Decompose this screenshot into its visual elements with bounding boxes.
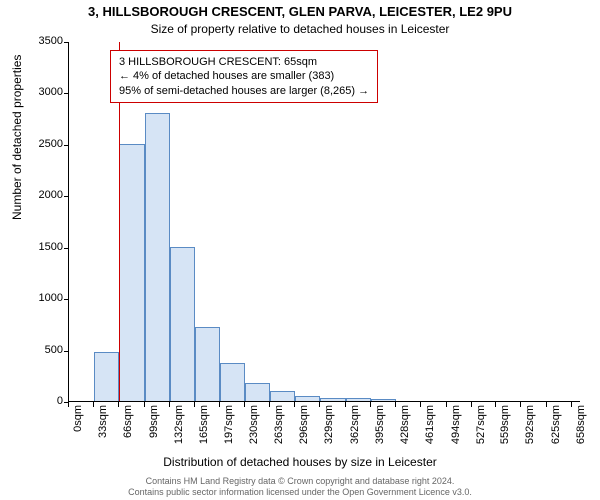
histogram-bar [94,352,119,401]
histogram-bar [195,327,219,401]
x-tick-mark [345,402,346,407]
x-tick-mark [495,402,496,407]
footer-line2: Contains public sector information licen… [0,487,600,498]
footer: Contains HM Land Registry data © Crown c… [0,476,600,498]
title-address: 3, HILLSBOROUGH CRESCENT, GLEN PARVA, LE… [0,4,600,19]
x-tick-mark [571,402,572,407]
x-tick-label: 99sqm [148,405,160,455]
y-tick-mark [64,299,69,300]
x-tick-mark [244,402,245,407]
footer-line1: Contains HM Land Registry data © Crown c… [0,476,600,487]
y-tick-label: 500 [29,344,63,356]
histogram-bar [371,399,396,401]
y-tick-label: 1000 [29,292,63,304]
x-tick-label: 625sqm [550,405,562,455]
x-tick-mark [395,402,396,407]
y-tick-label: 3500 [29,35,63,47]
x-tick-label: 428sqm [399,405,411,455]
y-tick-mark [64,42,69,43]
x-tick-mark [471,402,472,407]
x-tick-label: 395sqm [374,405,386,455]
y-tick-label: 0 [29,395,63,407]
x-tick-mark [144,402,145,407]
x-tick-label: 461sqm [424,405,436,455]
x-tick-label: 165sqm [198,405,210,455]
x-tick-label: 197sqm [223,405,235,455]
x-tick-label: 33sqm [97,405,109,455]
x-tick-mark [118,402,119,407]
histogram-bar [270,391,295,401]
y-tick-label: 2500 [29,138,63,150]
annotation-line1: 3 HILLSBOROUGH CRESCENT: 65sqm [119,55,369,69]
y-tick-label: 2000 [29,189,63,201]
annotation-line3: 95% of semi-detached houses are larger (… [119,84,369,98]
x-tick-label: 296sqm [298,405,310,455]
x-tick-mark [446,402,447,407]
y-tick-mark [64,196,69,197]
x-tick-mark [194,402,195,407]
x-tick-label: 0sqm [72,405,84,455]
x-tick-label: 230sqm [248,405,260,455]
histogram-bar [145,113,170,401]
x-tick-mark [219,402,220,407]
x-tick-mark [370,402,371,407]
x-tick-mark [68,402,69,407]
histogram-bar [170,247,195,401]
x-tick-label: 329sqm [323,405,335,455]
x-tick-label: 132sqm [173,405,185,455]
histogram-bar [295,396,320,401]
histogram-bar [320,398,345,401]
x-tick-mark [269,402,270,407]
annotation-box: 3 HILLSBOROUGH CRESCENT: 65sqm ← 4% of d… [110,50,378,103]
x-tick-mark [319,402,320,407]
x-tick-mark [169,402,170,407]
x-tick-mark [520,402,521,407]
x-tick-mark [546,402,547,407]
y-tick-mark [64,93,69,94]
title-subtitle: Size of property relative to detached ho… [0,22,600,36]
x-tick-label: 592sqm [524,405,536,455]
y-tick-label: 1500 [29,241,63,253]
y-tick-mark [64,248,69,249]
chart-container: 3, HILLSBOROUGH CRESCENT, GLEN PARVA, LE… [0,0,600,500]
x-tick-label: 658sqm [575,405,587,455]
y-tick-mark [64,145,69,146]
y-tick-label: 3000 [29,86,63,98]
x-tick-label: 559sqm [499,405,511,455]
annotation-line2: ← 4% of detached houses are smaller (383… [119,69,369,83]
histogram-bar [119,144,144,401]
x-tick-label: 263sqm [273,405,285,455]
x-axis-label: Distribution of detached houses by size … [0,455,600,469]
x-tick-label: 527sqm [475,405,487,455]
histogram-bar [220,363,245,401]
y-tick-mark [64,351,69,352]
x-tick-label: 362sqm [349,405,361,455]
x-tick-mark [294,402,295,407]
x-tick-label: 494sqm [450,405,462,455]
x-tick-mark [93,402,94,407]
histogram-bar [346,398,371,401]
y-axis-label: Number of detached properties [10,55,24,220]
x-tick-mark [420,402,421,407]
histogram-bar [245,383,270,402]
x-tick-label: 66sqm [122,405,134,455]
